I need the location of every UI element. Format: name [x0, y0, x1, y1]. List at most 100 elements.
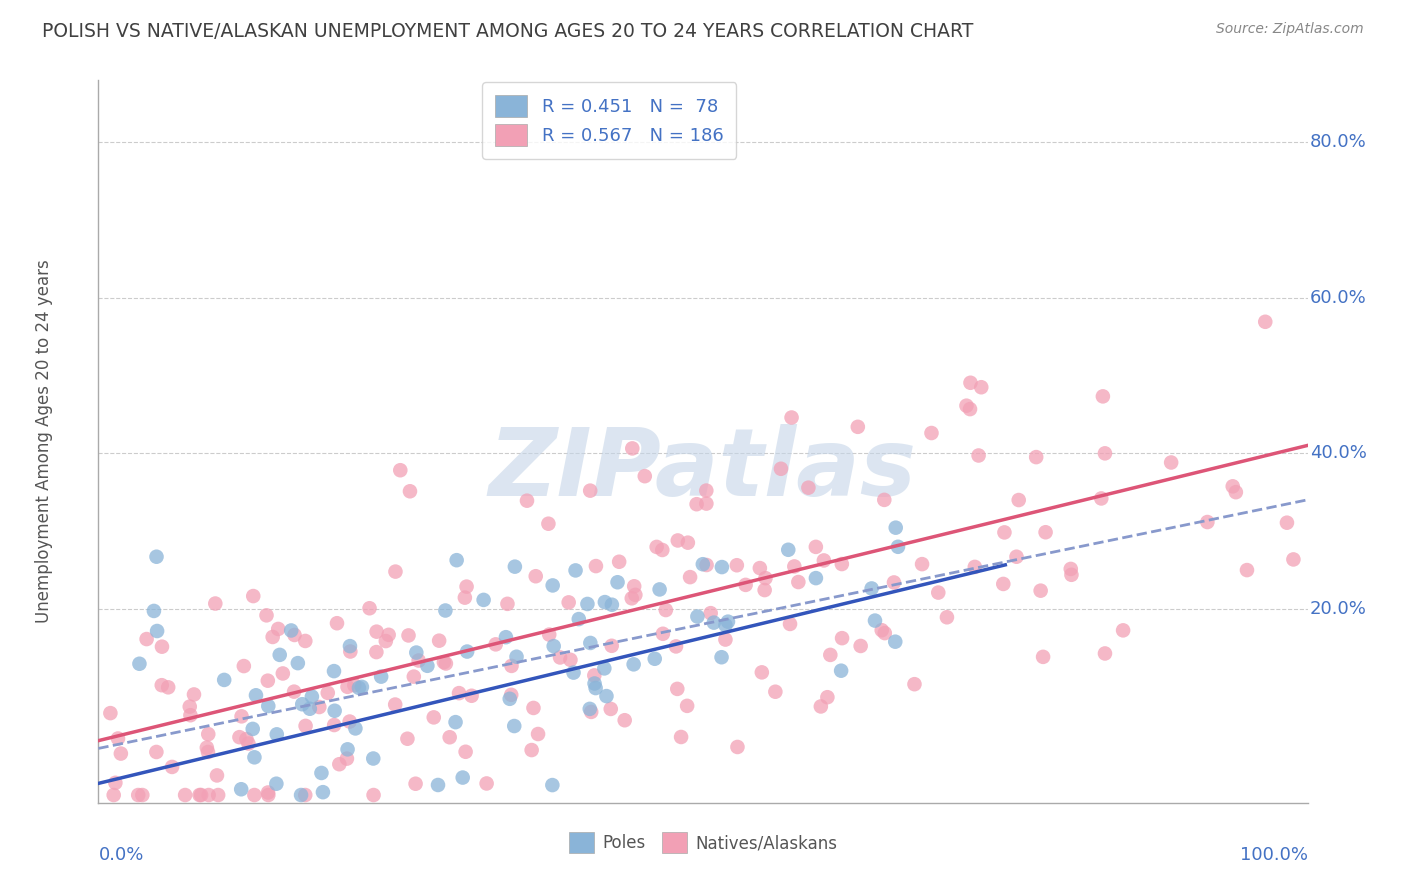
- Point: [751, 665, 773, 680]
- Point: [257, 785, 280, 799]
- Point: [271, 666, 294, 681]
- Point: [290, 788, 312, 802]
- Point: [1035, 525, 1057, 540]
- Point: [676, 698, 699, 713]
- Point: [127, 788, 149, 802]
- Point: [197, 745, 219, 759]
- Point: [884, 521, 907, 535]
- Point: [280, 624, 302, 638]
- Point: [316, 686, 339, 700]
- Point: [686, 609, 709, 624]
- Point: [361, 751, 384, 765]
- Point: [339, 639, 361, 653]
- Point: [695, 483, 717, 498]
- Point: [648, 582, 671, 597]
- Point: [516, 493, 538, 508]
- Point: [1197, 515, 1219, 529]
- Point: [1236, 563, 1258, 577]
- Point: [131, 788, 153, 802]
- Point: [696, 558, 718, 572]
- Point: [427, 778, 450, 792]
- Point: [993, 577, 1015, 591]
- Point: [366, 624, 388, 639]
- Point: [541, 778, 564, 792]
- Point: [311, 766, 333, 780]
- Point: [433, 655, 456, 669]
- Point: [543, 639, 565, 653]
- Point: [887, 540, 910, 554]
- Point: [142, 604, 165, 618]
- Point: [146, 624, 169, 638]
- Text: 100.0%: 100.0%: [1240, 847, 1308, 864]
- Point: [815, 690, 838, 705]
- Point: [100, 706, 122, 720]
- Point: [174, 788, 197, 802]
- Point: [576, 597, 599, 611]
- Point: [621, 442, 644, 456]
- Point: [197, 788, 219, 802]
- Point: [256, 673, 278, 688]
- Point: [301, 690, 323, 704]
- Point: [256, 608, 278, 623]
- Point: [748, 561, 770, 575]
- Point: [422, 710, 444, 724]
- Point: [579, 705, 602, 719]
- Point: [903, 677, 925, 691]
- Point: [150, 640, 173, 654]
- Point: [562, 665, 585, 680]
- Point: [366, 645, 388, 659]
- Point: [231, 782, 253, 797]
- Point: [451, 771, 474, 785]
- Point: [501, 659, 523, 673]
- Point: [727, 739, 749, 754]
- Point: [238, 737, 260, 751]
- Point: [103, 788, 125, 802]
- Point: [710, 650, 733, 665]
- Point: [495, 630, 517, 644]
- Point: [257, 788, 280, 802]
- Point: [150, 678, 173, 692]
- Point: [326, 616, 349, 631]
- Point: [714, 618, 737, 632]
- Point: [783, 559, 806, 574]
- Point: [921, 425, 943, 440]
- Point: [564, 563, 586, 577]
- Point: [231, 709, 253, 723]
- Point: [883, 575, 905, 590]
- Point: [583, 676, 606, 690]
- Point: [520, 743, 543, 757]
- Point: [831, 631, 853, 645]
- Point: [402, 670, 425, 684]
- Point: [343, 678, 366, 692]
- Point: [651, 627, 673, 641]
- Point: [579, 636, 602, 650]
- Point: [699, 606, 721, 620]
- Text: 40.0%: 40.0%: [1310, 444, 1367, 462]
- Point: [651, 543, 673, 558]
- Point: [717, 615, 740, 629]
- Point: [963, 560, 986, 574]
- Point: [145, 549, 167, 564]
- Point: [135, 632, 157, 646]
- Point: [600, 639, 623, 653]
- Point: [1025, 450, 1047, 464]
- Text: 20.0%: 20.0%: [1310, 599, 1367, 617]
- Point: [810, 699, 832, 714]
- Point: [475, 776, 498, 790]
- Point: [725, 558, 748, 573]
- Point: [472, 593, 495, 607]
- Point: [434, 657, 457, 671]
- Point: [266, 727, 288, 741]
- Point: [454, 591, 477, 605]
- Point: [522, 701, 544, 715]
- Point: [568, 612, 591, 626]
- Point: [160, 760, 183, 774]
- Point: [585, 559, 607, 574]
- Point: [128, 657, 150, 671]
- Point: [692, 558, 714, 572]
- Point: [863, 614, 886, 628]
- Point: [669, 730, 692, 744]
- Point: [399, 484, 422, 499]
- Point: [207, 788, 229, 802]
- Point: [623, 657, 645, 672]
